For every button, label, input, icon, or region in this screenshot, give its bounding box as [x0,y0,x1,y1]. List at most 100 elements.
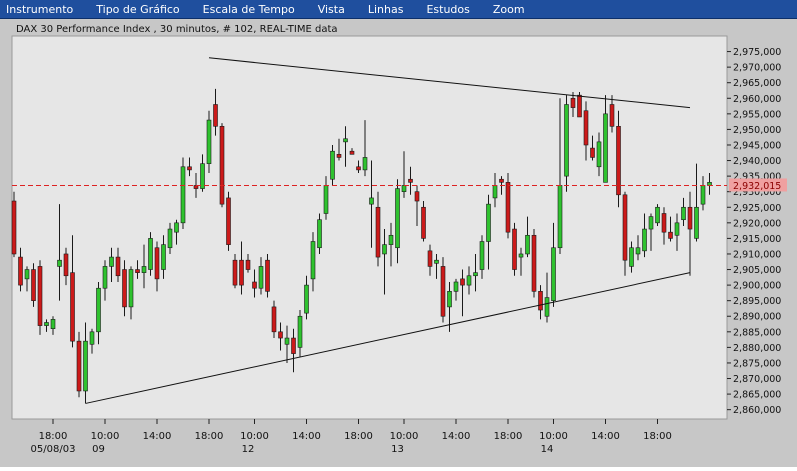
y-tick-label: 2,860,000 [733,405,781,416]
candle-body [375,206,381,258]
candle-body [687,206,693,230]
candle-body [473,272,478,277]
y-tick-label: 2,965,000 [733,78,781,89]
candle-body [427,250,433,267]
candle-body [258,266,264,289]
candle-body [349,150,355,155]
candle-body [635,247,641,255]
x-tick-label: 18:00 [643,431,672,442]
candle-body [655,206,660,224]
candle-body [486,203,491,242]
candle-body [356,166,361,171]
menu-vista[interactable]: Vista [317,2,345,16]
candle-body [564,104,569,177]
candle-body [89,331,95,345]
candle-body [291,337,296,354]
candle-body [505,182,511,233]
candle-body [453,281,459,292]
candle-body [551,247,556,301]
x-date-label: 12 [242,444,255,455]
y-tick-label: 2,915,000 [733,234,781,245]
candle-body [395,188,400,249]
y-tick-label: 2,880,000 [733,343,781,354]
candle-body [343,138,348,143]
candlestick-chart[interactable]: 2,860,000 2,865,000 2,870,000 2,875,000 2,88… [0,19,797,467]
candle-body [414,191,420,202]
candle-body [128,269,134,308]
candle-body [37,266,43,326]
candle-body [557,185,563,249]
candle-body [525,234,530,255]
y-tick-label: 2,960,000 [733,94,781,105]
y-tick-label: 2,870,000 [733,374,781,385]
y-tick-label: 2,975,000 [733,47,781,58]
overlays: 2,932,015 [12,57,787,404]
candle-body [408,178,413,183]
x-tick-label: 10:00 [240,431,269,442]
candle-body [382,244,387,255]
y-axis: 2,860,000 2,865,000 2,870,000 2,875,000 2,88… [727,47,781,416]
current-price-badge [729,178,787,192]
candle-body [590,147,595,158]
chart-title: DAX 30 Performance Index , 30 minutos, #… [16,24,338,35]
candle-body [232,259,238,286]
x-tick-label: 10:00 [390,431,419,442]
candle-body [674,222,680,236]
y-tick-label: 2,925,000 [733,203,781,214]
candle-body [544,297,550,317]
candle-body [499,178,504,183]
candle-body [83,340,88,392]
candle-body [661,213,667,233]
chart-panel: 2,860,000 2,865,000 2,870,000 2,875,000 2,88… [0,19,797,467]
candle-body [642,228,647,252]
candle-body [421,206,426,239]
candle-body [245,259,251,270]
candle-body [681,206,686,221]
candle-body [265,259,270,292]
menu-escala-de-tempo[interactable]: Escala de Tempo [202,2,295,16]
x-date-label: 14 [541,444,554,455]
candle-body [310,241,316,280]
x-date-label: 13 [391,444,404,455]
candle-body [24,269,30,280]
candle-body [200,163,205,189]
candle-body [648,216,654,230]
candle-body [603,113,608,183]
candle-body [518,253,524,258]
y-tick-label: 2,955,000 [733,109,781,120]
y-tick-label: 2,950,000 [733,125,781,136]
candle-body [226,197,231,245]
menu-tipo-de-grafico[interactable]: Tipo de Gráfico [96,2,180,16]
candle-body [434,259,439,264]
candle-body [102,266,108,289]
candle-body [297,315,303,348]
menu-zoom[interactable]: Zoom [492,2,525,16]
x-tick-label: 14:00 [143,431,172,442]
x-tick-label: 18:00 [494,431,523,442]
menu-estudos[interactable]: Estudos [426,2,470,16]
candle-body [18,256,23,286]
candle-body [512,228,517,270]
candle-body [700,185,706,205]
current-price-label: 2,932,015 [733,181,781,192]
candle-body [167,228,173,249]
y-tick-label: 2,890,000 [733,312,781,323]
y-tick-label: 2,865,000 [733,390,781,401]
candle-body [63,253,69,277]
candle-body [479,241,485,270]
y-tick-label: 2,875,000 [733,358,781,369]
plot-area [11,35,728,420]
menu-instrumento[interactable]: Instrumento [6,2,74,16]
candle-body [50,319,56,329]
candle-body [284,337,290,345]
menu-linhas[interactable]: Linhas [367,2,404,16]
candle-body [609,104,615,127]
candle-body [70,272,75,342]
candle-body [362,157,368,171]
candle-body [154,247,160,280]
candle-body [161,244,166,270]
candle-body [44,322,49,326]
candle-body [694,206,699,239]
x-tick-label: 10:00 [539,431,568,442]
candle-body [622,194,628,261]
